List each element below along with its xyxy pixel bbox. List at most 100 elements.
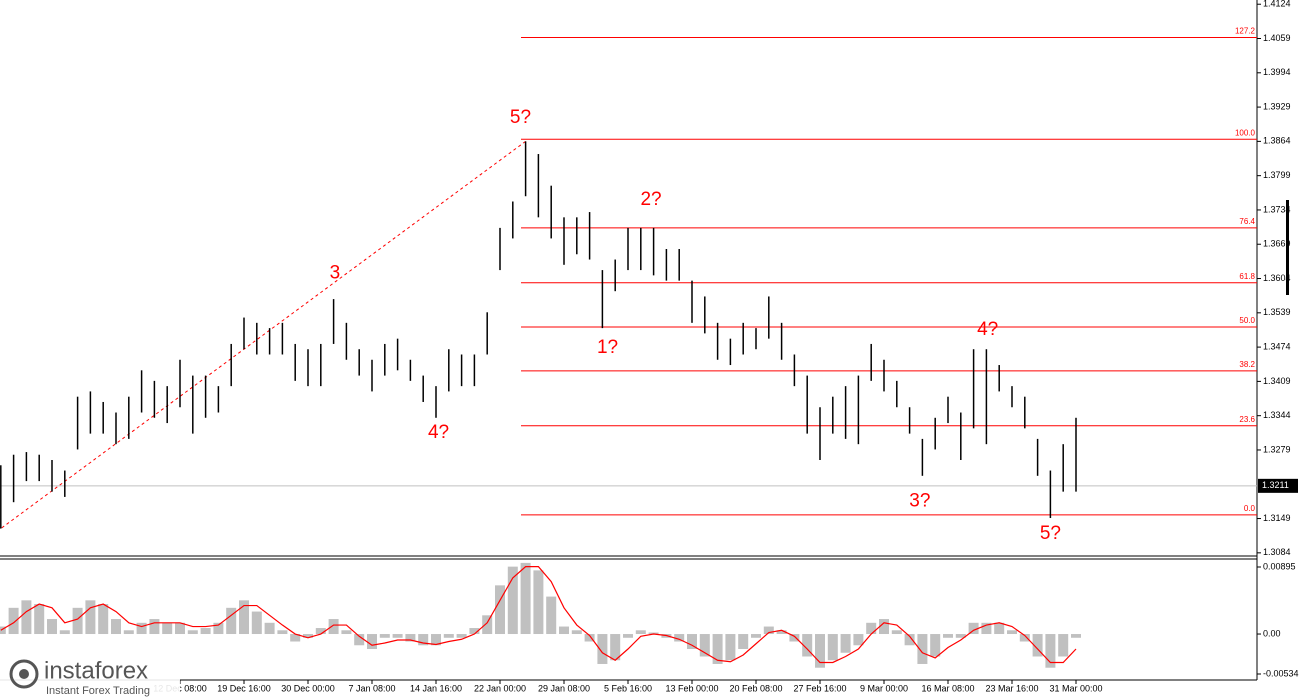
x-tick-label: 29 Jan 08:00	[538, 683, 590, 693]
fib-label: 100.0	[1235, 128, 1256, 137]
histogram-bar	[712, 634, 723, 664]
histogram-bar	[943, 634, 953, 638]
y-tick-label: 1.4124	[1263, 0, 1291, 9]
histogram-bar	[815, 634, 825, 668]
scroll-marker	[1286, 200, 1289, 295]
wave-label: 1?	[597, 337, 618, 358]
histogram-bar	[968, 622, 979, 635]
histogram-bar	[559, 626, 569, 635]
histogram-bar	[1071, 634, 1081, 638]
histogram-bar	[136, 622, 147, 635]
histogram-bar	[290, 634, 301, 642]
y-tick-label: 1.3149	[1263, 513, 1291, 523]
y-tick-label: 1.3669	[1263, 239, 1291, 249]
y-tick-label: 1.3084	[1263, 547, 1291, 557]
histogram-bar	[827, 634, 838, 661]
histogram-bar	[162, 622, 173, 635]
histogram-bar	[866, 622, 877, 635]
logo-tagline: Instant Forex Trading	[46, 685, 150, 697]
histogram-bar	[789, 634, 800, 642]
histogram-bar	[648, 632, 659, 635]
current-price-box	[1258, 478, 1298, 493]
histogram-bar	[763, 626, 774, 635]
histogram-bar	[1058, 634, 1069, 657]
histogram-bar	[520, 562, 531, 635]
y-tick-label: 1.3994	[1263, 67, 1291, 77]
histogram-bar	[251, 611, 262, 635]
histogram-bar	[469, 628, 480, 635]
histogram-bar	[277, 630, 288, 635]
histogram-bar	[623, 634, 633, 638]
histogram-bar	[482, 615, 493, 635]
y-tick-label: 1.3799	[1263, 170, 1291, 180]
x-tick-label: 23 Mar 16:00	[985, 683, 1038, 693]
x-tick-label: 19 Dec 16:00	[217, 683, 271, 693]
histogram-bar	[802, 634, 813, 657]
histogram-bar	[1045, 634, 1056, 668]
fib-label: 76.4	[1239, 217, 1255, 226]
histogram-bar	[111, 619, 121, 635]
histogram-bar	[879, 619, 889, 635]
wave-label: 4?	[977, 319, 998, 340]
histogram-bar	[367, 634, 377, 650]
histogram-bar	[1019, 634, 1030, 642]
histogram-bar	[1007, 630, 1017, 635]
histogram-bar	[674, 634, 685, 642]
histogram-bar	[264, 622, 275, 635]
y-tick-label: 0.00895	[1263, 561, 1296, 571]
histogram-bar	[341, 630, 352, 635]
x-tick-label: 9 Mar 00:00	[860, 683, 908, 693]
histogram-bar	[59, 630, 70, 635]
x-tick-label: 7 Jan 08:00	[348, 683, 395, 693]
histogram-bar	[610, 634, 621, 661]
histogram-bar	[175, 622, 185, 635]
histogram-bar	[930, 634, 941, 657]
histogram-bar	[213, 622, 224, 635]
histogram-bar	[34, 604, 45, 635]
wave-label: 4?	[428, 422, 449, 443]
histogram-bar	[456, 634, 467, 638]
histogram-bar	[303, 634, 313, 638]
y-tick-label: 1.3474	[1263, 341, 1291, 351]
histogram-bar	[725, 634, 736, 661]
histogram-bar	[72, 607, 83, 635]
histogram-bar	[571, 630, 582, 635]
histogram-bar	[687, 634, 697, 650]
histogram-bar	[379, 634, 390, 638]
signal-line	[0, 566, 1077, 664]
histogram-bar	[8, 607, 19, 635]
histogram-bar	[699, 634, 710, 657]
histogram-bar	[853, 634, 864, 646]
wave-label: 5?	[510, 107, 531, 128]
histogram-bar	[354, 634, 365, 646]
fib-label: 61.8	[1239, 272, 1255, 281]
histogram-bar	[904, 634, 915, 646]
histogram-bar	[546, 596, 557, 635]
y-tick-label: 1.3864	[1263, 136, 1291, 146]
y-tick-label: -0.00534	[1263, 668, 1299, 678]
histogram-bar	[123, 630, 134, 635]
y-tick-label: 1.3604	[1263, 273, 1291, 283]
fib-label: 0.0	[1244, 504, 1256, 513]
y-tick-label: 1.4059	[1263, 33, 1291, 43]
trend-line	[0, 140, 526, 529]
fib-label: 23.6	[1239, 415, 1255, 424]
histogram-bar	[226, 607, 237, 635]
histogram-bar	[239, 600, 249, 635]
x-tick-label: 30 Dec 00:00	[281, 683, 335, 693]
histogram-bar	[0, 626, 6, 635]
fib-label: 50.0	[1239, 316, 1255, 325]
logo-icon	[9, 659, 39, 689]
current-price-label: 1.3211	[1262, 480, 1289, 490]
wave-label: 3	[330, 262, 341, 283]
histogram-bar	[776, 630, 787, 635]
x-tick-label: 31 Mar 00:00	[1049, 683, 1102, 693]
histogram-bar	[85, 600, 96, 635]
x-tick-label: 14 Jan 16:00	[410, 683, 462, 693]
histogram-bar	[917, 634, 928, 664]
histogram-bar	[495, 585, 505, 635]
y-tick-label: 1.3539	[1263, 307, 1291, 317]
y-tick-label: 1.3929	[1263, 101, 1291, 111]
